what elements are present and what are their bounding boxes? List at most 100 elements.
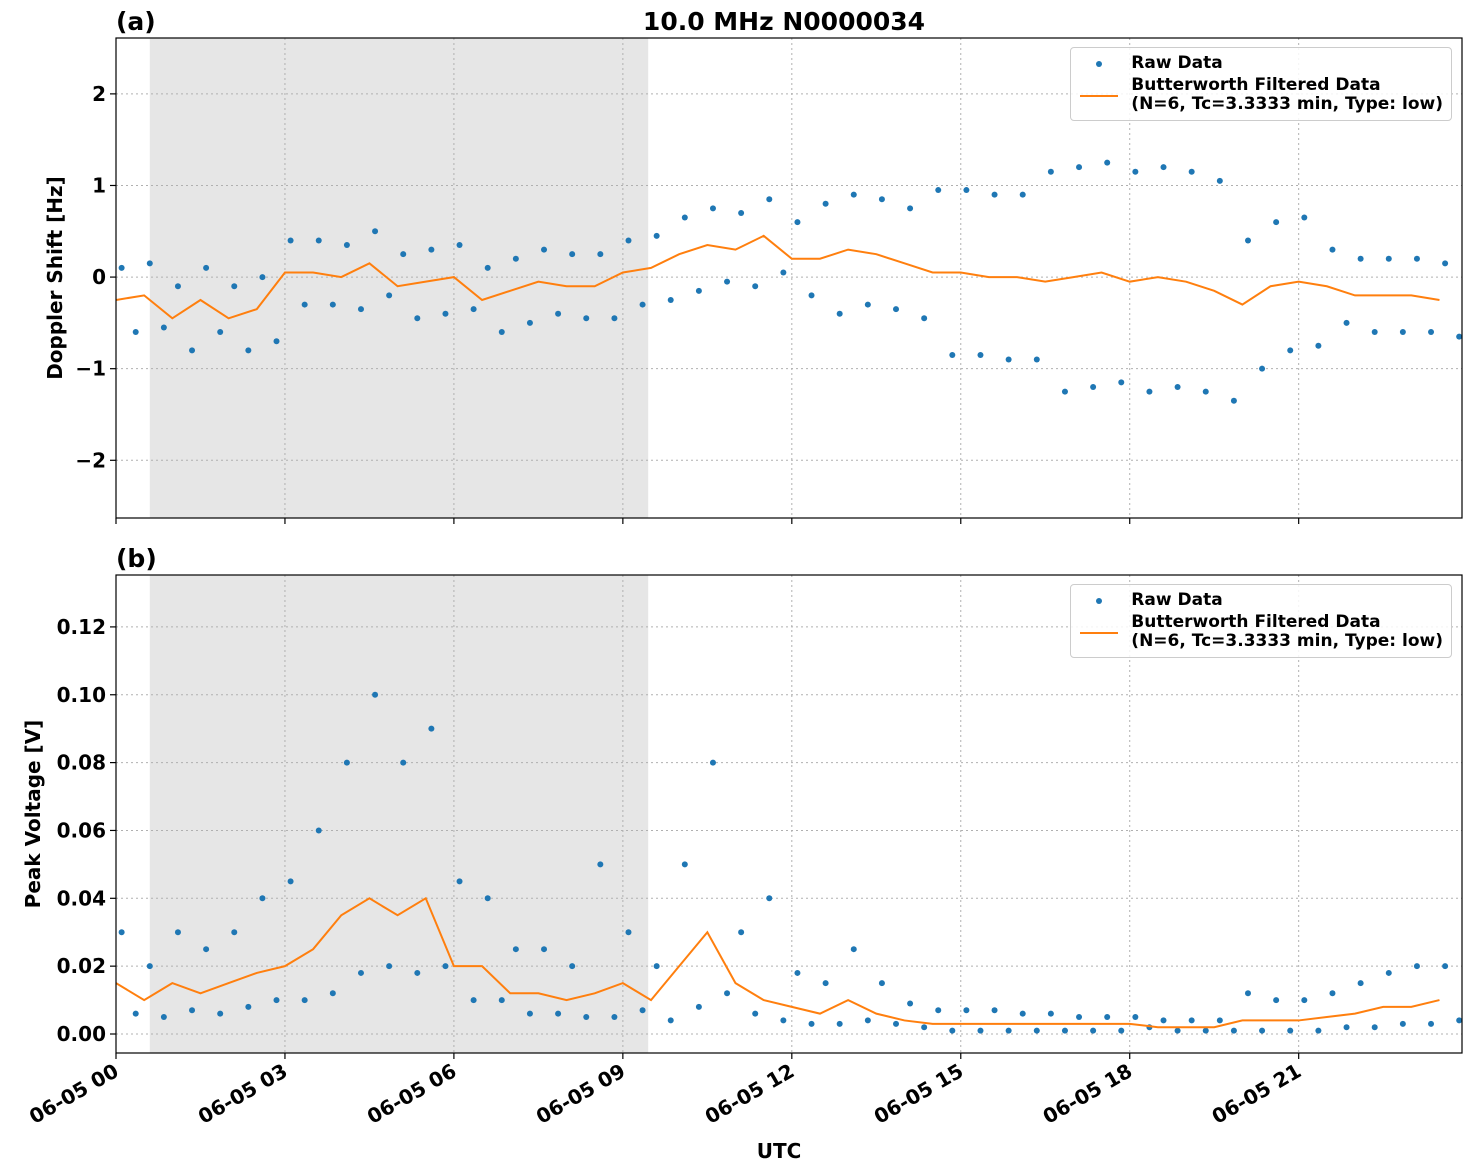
raw-point bbox=[315, 827, 322, 834]
panel-label: (a) bbox=[116, 7, 156, 36]
raw-point bbox=[1456, 333, 1462, 340]
raw-point bbox=[1399, 1020, 1406, 1027]
raw-point bbox=[1343, 1024, 1350, 1031]
raw-point bbox=[372, 691, 379, 698]
raw-point bbox=[273, 997, 280, 1004]
raw-point bbox=[1061, 388, 1068, 395]
raw-point bbox=[1174, 1027, 1181, 1034]
raw-point bbox=[526, 319, 533, 326]
y-tick-label: 0.10 bbox=[57, 683, 106, 707]
legend-label: Butterworth Filtered Data (N=6, Tc=3.333… bbox=[1131, 75, 1443, 114]
raw-point bbox=[1033, 356, 1040, 363]
y-tick-label: 0.06 bbox=[57, 818, 106, 842]
raw-point bbox=[583, 1014, 590, 1021]
raw-point bbox=[1413, 255, 1420, 262]
raw-point bbox=[357, 306, 364, 313]
raw-point bbox=[203, 264, 210, 271]
shaded-span bbox=[149, 38, 649, 518]
y-tick-label: 0.02 bbox=[57, 954, 106, 978]
raw-point bbox=[1132, 1014, 1139, 1021]
raw-point bbox=[1160, 164, 1167, 171]
raw-point bbox=[991, 191, 998, 198]
axes-frame bbox=[115, 574, 1463, 1054]
raw-point bbox=[470, 997, 477, 1004]
raw-point bbox=[1385, 969, 1392, 976]
raw-point bbox=[329, 301, 336, 308]
raw-point bbox=[189, 1007, 196, 1014]
raw-point bbox=[808, 292, 815, 299]
raw-point bbox=[1118, 1027, 1125, 1034]
raw-point bbox=[400, 759, 407, 766]
raw-point bbox=[498, 329, 505, 336]
raw-point bbox=[639, 1007, 646, 1014]
raw-point bbox=[639, 301, 646, 308]
raw-point bbox=[569, 251, 576, 258]
raw-point bbox=[1118, 379, 1125, 386]
raw-point bbox=[203, 946, 210, 953]
raw-point bbox=[541, 946, 548, 953]
raw-point bbox=[1244, 990, 1251, 997]
raw-point bbox=[1160, 1017, 1167, 1024]
raw-point bbox=[1371, 329, 1378, 336]
raw-point bbox=[977, 1027, 984, 1034]
raw-point bbox=[1357, 255, 1364, 262]
raw-point bbox=[709, 759, 716, 766]
raw-point bbox=[414, 969, 421, 976]
raw-point bbox=[893, 1020, 900, 1027]
raw-point bbox=[893, 306, 900, 313]
raw-point bbox=[1174, 384, 1181, 391]
raw-point bbox=[1076, 164, 1083, 171]
raw-point bbox=[484, 895, 491, 902]
raw-point bbox=[1287, 347, 1294, 354]
x-tick-label: 06-05 09 bbox=[532, 1059, 630, 1129]
raw-point bbox=[357, 969, 364, 976]
y-tick-label: 0 bbox=[92, 265, 106, 289]
raw-point bbox=[569, 963, 576, 970]
raw-point bbox=[1076, 1014, 1083, 1021]
raw-point bbox=[991, 1007, 998, 1014]
raw-point bbox=[808, 1020, 815, 1027]
x-tick-label: 06-05 00 bbox=[25, 1059, 123, 1129]
raw-point bbox=[667, 296, 674, 303]
raw-point bbox=[794, 969, 801, 976]
raw-point bbox=[1202, 388, 1209, 395]
raw-point bbox=[1371, 1024, 1378, 1031]
raw-point bbox=[1287, 1027, 1294, 1034]
raw-point bbox=[724, 990, 731, 997]
legend-swatch bbox=[1079, 54, 1119, 74]
raw-point bbox=[414, 315, 421, 322]
raw-point bbox=[442, 310, 449, 317]
legend: Raw Data Butterworth Filtered Data (N=6, … bbox=[1070, 584, 1452, 658]
raw-point bbox=[1456, 1017, 1462, 1024]
raw-point bbox=[512, 255, 519, 262]
raw-point bbox=[1061, 1027, 1068, 1034]
raw-point bbox=[681, 214, 688, 221]
raw-point bbox=[1259, 1027, 1266, 1034]
raw-point bbox=[132, 329, 139, 336]
raw-point bbox=[1315, 1027, 1322, 1034]
raw-point bbox=[738, 209, 745, 216]
raw-point bbox=[1385, 255, 1392, 262]
raw-point bbox=[752, 1010, 759, 1017]
raw-point bbox=[1033, 1027, 1040, 1034]
raw-point bbox=[146, 260, 153, 267]
raw-point bbox=[1428, 329, 1435, 336]
legend-swatch bbox=[1079, 76, 1119, 97]
raw-point bbox=[555, 1010, 562, 1017]
raw-point bbox=[386, 963, 393, 970]
legend-swatch bbox=[1079, 613, 1119, 634]
raw-point bbox=[231, 283, 238, 290]
raw-point bbox=[850, 191, 857, 198]
raw-point bbox=[132, 1010, 139, 1017]
raw-point bbox=[160, 1014, 167, 1021]
raw-point bbox=[597, 861, 604, 868]
raw-point bbox=[935, 187, 942, 194]
y-tick-label: 0.12 bbox=[57, 615, 106, 639]
raw-point bbox=[1442, 260, 1449, 267]
x-tick-label: 06-05 18 bbox=[1039, 1059, 1137, 1129]
raw-point bbox=[442, 963, 449, 970]
raw-point bbox=[667, 1017, 674, 1024]
raw-point bbox=[400, 251, 407, 258]
